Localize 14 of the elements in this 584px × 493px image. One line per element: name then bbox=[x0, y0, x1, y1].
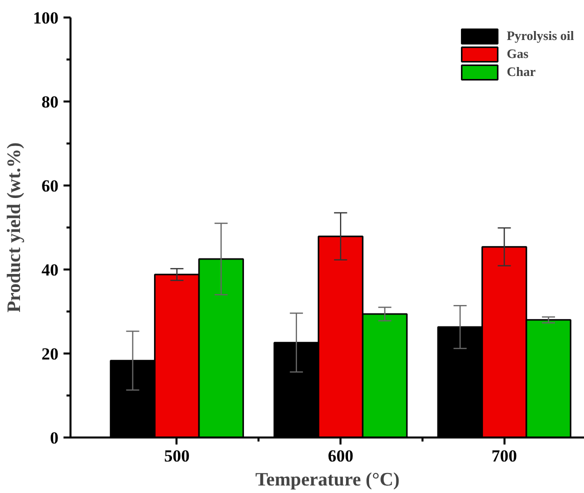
x-tick-label: 600 bbox=[328, 446, 354, 466]
legend-label: Gas bbox=[506, 46, 528, 62]
y-tick-label: 0 bbox=[50, 428, 58, 448]
x-tick-label: 500 bbox=[164, 446, 190, 466]
legend-label: Char bbox=[506, 64, 536, 80]
y-axis-title: Product yield (wt.%) bbox=[4, 142, 25, 313]
y-tick-label: 80 bbox=[42, 92, 58, 112]
y-tick-label: 40 bbox=[42, 260, 58, 280]
y-tick-label: 20 bbox=[42, 344, 58, 364]
x-axis-title: Temperature (°C) bbox=[255, 470, 400, 490]
y-tick-label: 60 bbox=[42, 176, 58, 196]
y-tick-label: 100 bbox=[33, 8, 58, 28]
legend-label: Pyrolysis oil bbox=[506, 28, 574, 44]
x-tick-label: 700 bbox=[492, 446, 518, 466]
